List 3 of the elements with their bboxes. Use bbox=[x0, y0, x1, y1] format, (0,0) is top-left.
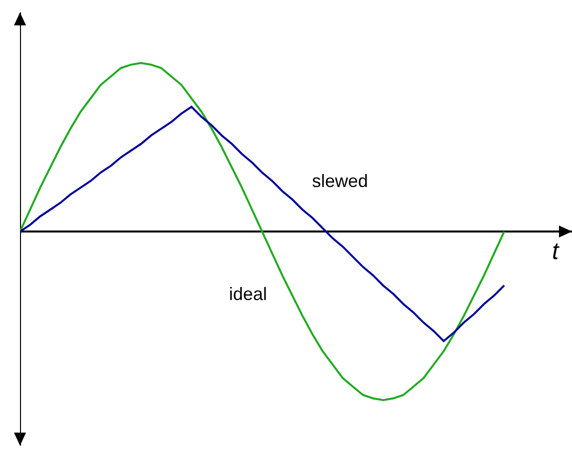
series-label: ideal bbox=[229, 284, 268, 304]
series-label: slewed bbox=[312, 171, 368, 191]
x-axis-title: t bbox=[552, 238, 560, 265]
